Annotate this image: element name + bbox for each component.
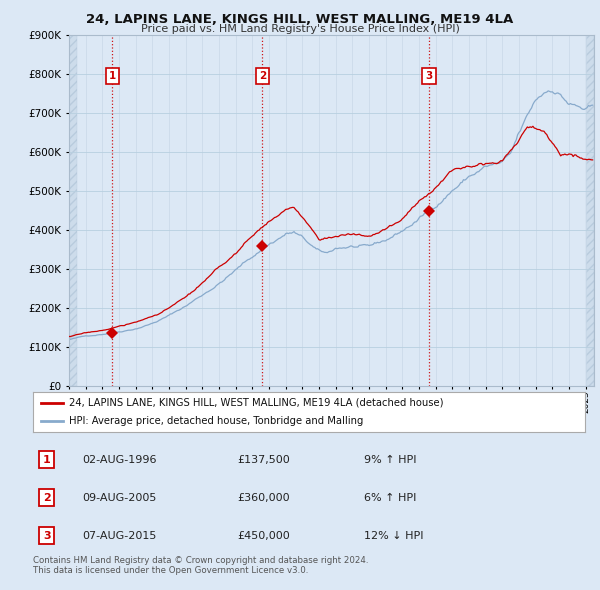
Text: 2: 2 [259, 71, 266, 81]
Text: 1: 1 [109, 71, 116, 81]
Text: 24, LAPINS LANE, KINGS HILL, WEST MALLING, ME19 4LA: 24, LAPINS LANE, KINGS HILL, WEST MALLIN… [86, 13, 514, 26]
Text: 6% ↑ HPI: 6% ↑ HPI [364, 493, 416, 503]
Text: Price paid vs. HM Land Registry's House Price Index (HPI): Price paid vs. HM Land Registry's House … [140, 24, 460, 34]
Text: 2: 2 [43, 493, 50, 503]
Text: Contains HM Land Registry data © Crown copyright and database right 2024.: Contains HM Land Registry data © Crown c… [33, 556, 368, 565]
Text: 3: 3 [43, 530, 50, 540]
Text: 09-AUG-2005: 09-AUG-2005 [83, 493, 157, 503]
Text: 02-AUG-1996: 02-AUG-1996 [83, 455, 157, 464]
Text: 07-AUG-2015: 07-AUG-2015 [83, 530, 157, 540]
Text: 12% ↓ HPI: 12% ↓ HPI [364, 530, 424, 540]
Text: 9% ↑ HPI: 9% ↑ HPI [364, 455, 416, 464]
Text: £450,000: £450,000 [237, 530, 290, 540]
Text: HPI: Average price, detached house, Tonbridge and Malling: HPI: Average price, detached house, Tonb… [69, 416, 363, 426]
Text: 1: 1 [43, 455, 50, 464]
Text: £360,000: £360,000 [237, 493, 290, 503]
Text: £137,500: £137,500 [237, 455, 290, 464]
Text: 3: 3 [425, 71, 433, 81]
Text: This data is licensed under the Open Government Licence v3.0.: This data is licensed under the Open Gov… [33, 566, 308, 575]
Text: 24, LAPINS LANE, KINGS HILL, WEST MALLING, ME19 4LA (detached house): 24, LAPINS LANE, KINGS HILL, WEST MALLIN… [69, 398, 443, 408]
